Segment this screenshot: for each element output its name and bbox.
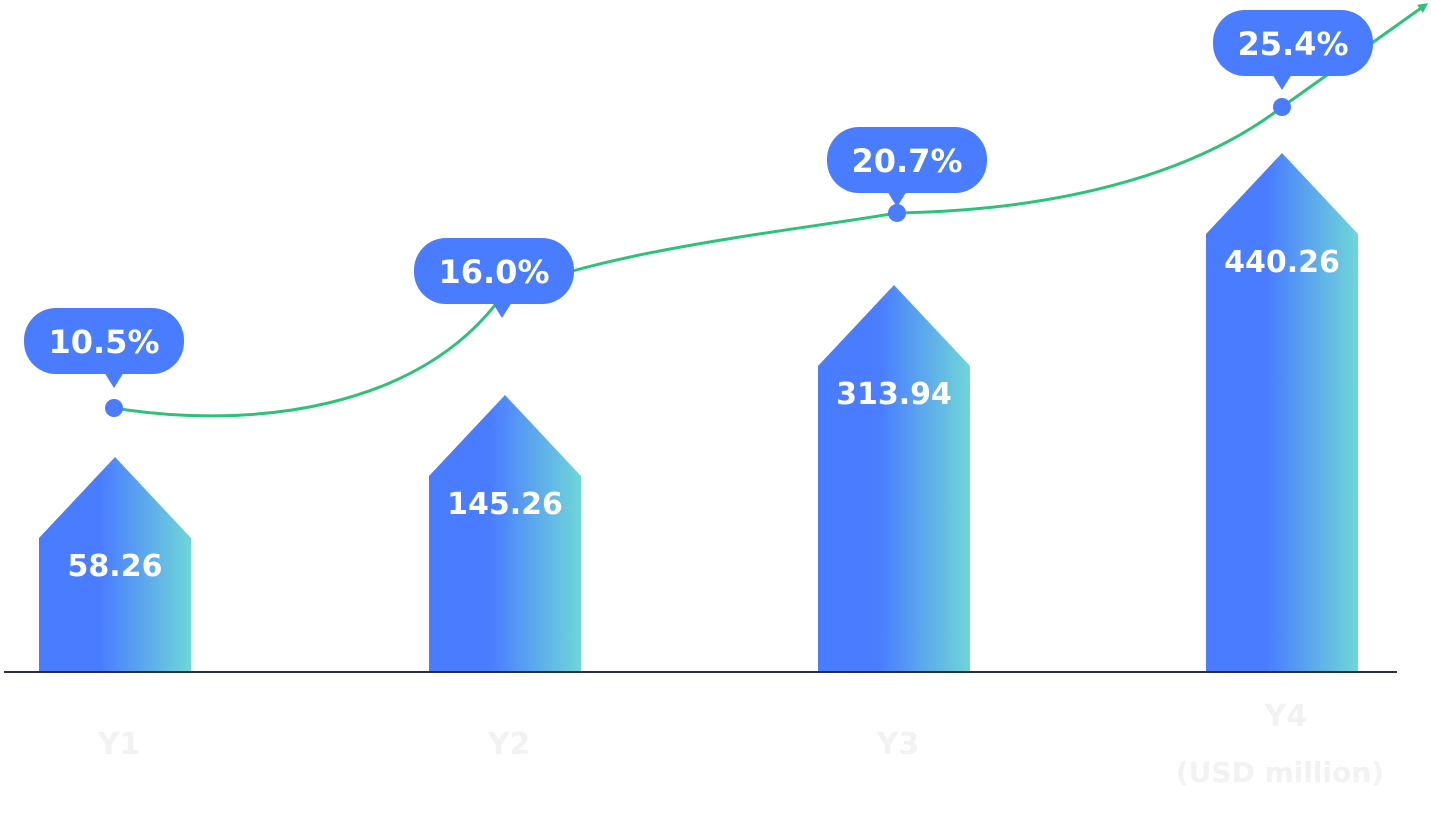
category-label-y3: Y3 [876,727,920,762]
bar-y1 [39,457,191,671]
bar-y4 [1206,153,1358,671]
value-label-y4: 440.26 [1224,245,1340,280]
category-label-y2: Y2 [487,727,531,762]
growth-marker-y1 [105,399,123,417]
percent-label-y2: 16.0% [438,253,549,291]
growth-line [113,3,1429,418]
percent-label-y1: 10.5% [48,323,159,361]
percent-bubble-y1: 10.5% [24,308,184,388]
growth-marker-y4 [1273,98,1291,116]
value-label-y2: 145.26 [447,487,563,522]
percent-label-y4: 25.4% [1237,25,1348,63]
percent-bubble-y2: 16.0% [414,238,574,318]
percent-bubble-y4: 25.4% [1213,10,1373,90]
unit-label: (USD million) [1176,756,1384,789]
bars-layer: 58.26 145.26 313.94 440.26 [39,153,1358,671]
category-label-y4: Y4 [1264,699,1308,734]
category-labels-layer: Y1 Y2 Y3 Y4 [97,699,1308,762]
bar-y2 [429,395,581,671]
percent-bubble-y3: 20.7% [827,127,987,207]
percent-bubbles-layer: 10.5% 16.0% 20.7% 25.4% [24,10,1373,388]
growth-marker-y3 [888,203,906,222]
category-label-y1: Y1 [97,727,141,762]
value-label-y1: 58.26 [68,549,163,584]
bar-y3 [818,285,970,671]
value-label-y3: 313.94 [836,377,952,412]
percent-label-y3: 20.7% [851,142,962,180]
